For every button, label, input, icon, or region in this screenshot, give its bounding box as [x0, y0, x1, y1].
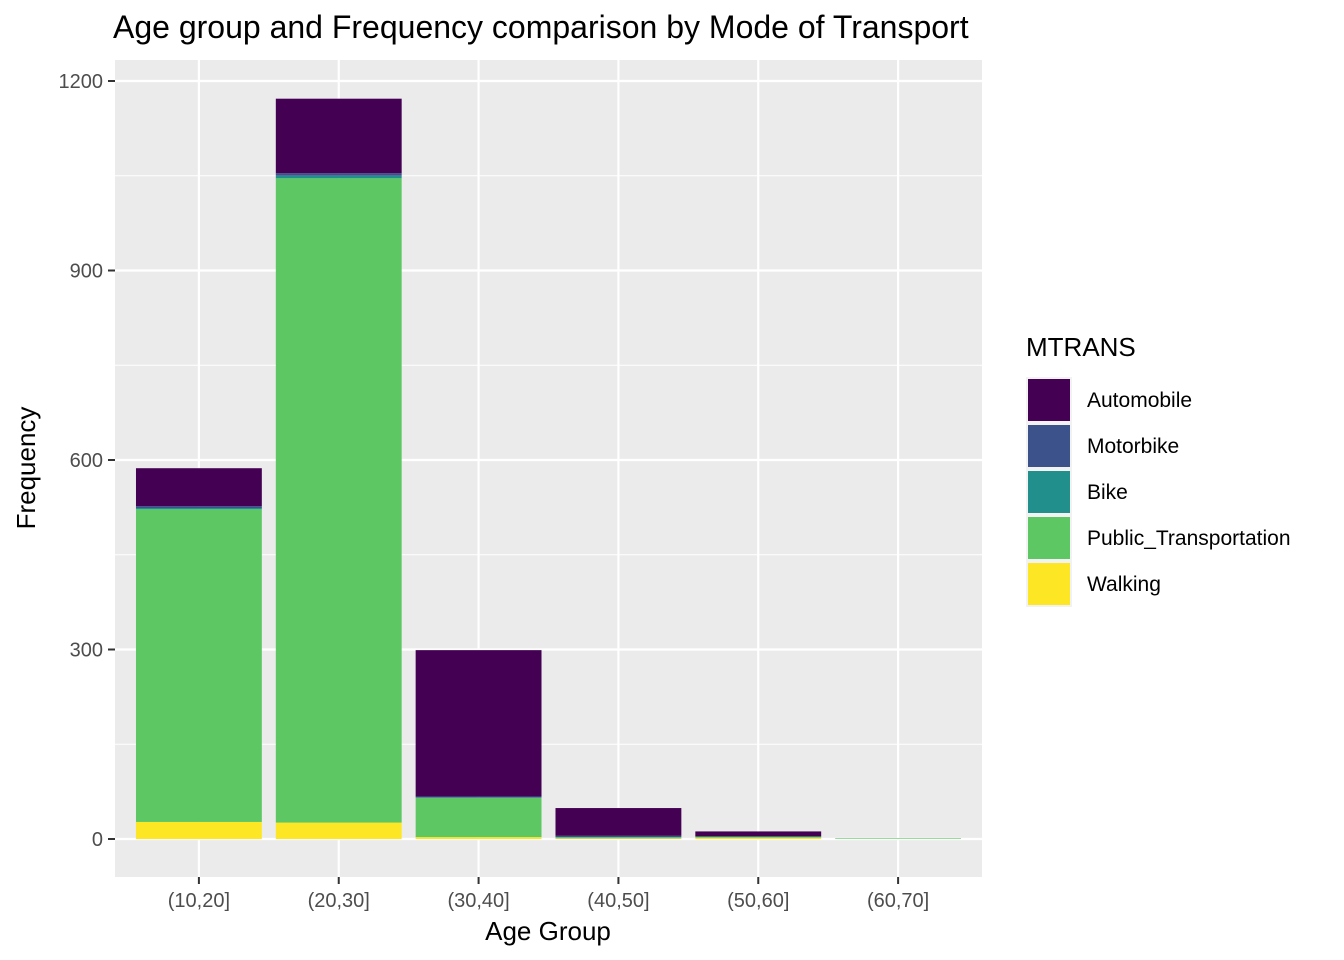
x-tick-label: (40,50] [587, 890, 649, 912]
bar-segment [415, 797, 542, 798]
x-tick-label: (20,30] [308, 890, 370, 912]
bar-segment [555, 837, 682, 839]
bar-segment [555, 835, 682, 838]
bar-segment [275, 175, 402, 179]
y-tick-label: 600 [70, 450, 103, 472]
bars [135, 98, 962, 839]
bar-segment [555, 808, 682, 836]
chart-title: Age group and Frequency comparison by Mo… [113, 9, 969, 45]
y-tick-label: 1200 [59, 71, 104, 93]
legend-swatch [1028, 471, 1070, 513]
x-tick-label: (60,70] [867, 890, 929, 912]
bar-segment [695, 837, 822, 839]
legend-swatch [1028, 425, 1070, 467]
bar-segment [135, 509, 262, 822]
legend-label: Automobile [1087, 389, 1192, 412]
bar-segment [835, 838, 962, 839]
legend-swatch [1028, 563, 1070, 605]
bar-segment [555, 838, 682, 839]
bar-segment [275, 178, 402, 823]
y-tick-label: 900 [70, 261, 103, 283]
bar-segment [415, 797, 542, 838]
x-tick-label: (30,40] [447, 890, 509, 912]
bar-segment [695, 836, 822, 838]
bar-segment [275, 98, 402, 174]
legend-label: Motorbike [1087, 435, 1179, 458]
bar-segment [135, 821, 262, 839]
legend: MTRANS Automobile Motorbike Bike Public_Tra… [1026, 332, 1291, 607]
x-axis-title: Age Group [485, 916, 611, 946]
bar-segment [275, 822, 402, 839]
y-tick-label: 300 [70, 640, 103, 662]
legend-label: Public_Transportation [1087, 527, 1291, 550]
x-tick-label: (50,60] [727, 890, 789, 912]
y-tick-label: 0 [92, 829, 103, 851]
bar-segment [695, 831, 822, 837]
bar-segment [415, 796, 542, 798]
bar-segment [415, 837, 542, 839]
bar-segment [415, 650, 542, 797]
y-axis-title: Frequency [11, 407, 41, 530]
y-axis: 0 300 600 900 1200 [59, 71, 115, 851]
bar-segment [275, 173, 402, 176]
legend-label: Bike [1087, 481, 1128, 504]
bar-segment [135, 508, 262, 510]
x-tick-label: (10,20] [168, 890, 230, 912]
bar-segment [135, 506, 262, 509]
legend-label: Walking [1087, 573, 1161, 596]
legend-swatch [1028, 517, 1070, 559]
bar-segment [135, 468, 262, 507]
legend-swatch [1028, 379, 1070, 421]
legend-title: MTRANS [1026, 332, 1136, 362]
x-axis: (10,20] (20,30] (30,40] (40,50] (50,60] (60,7… [168, 877, 929, 912]
